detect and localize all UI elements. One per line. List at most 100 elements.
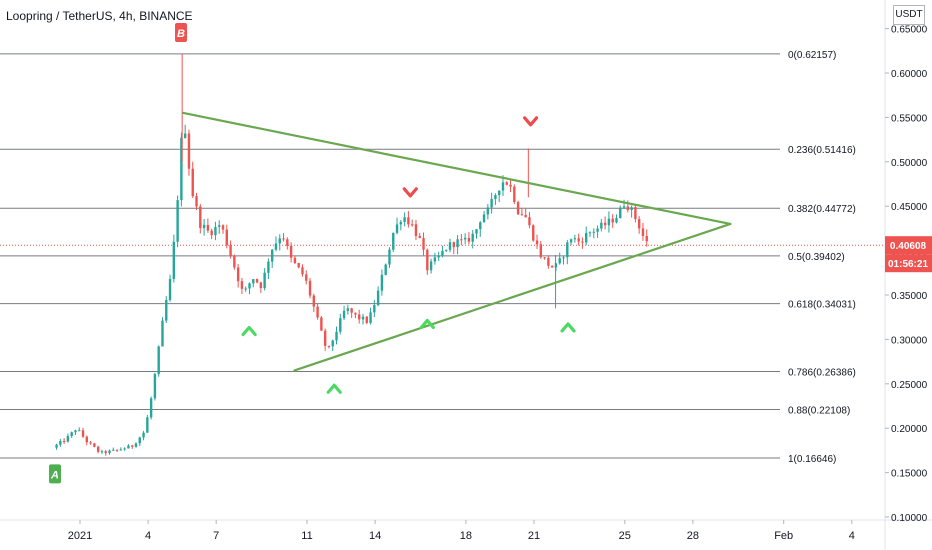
candles <box>55 53 648 456</box>
candle-body <box>569 239 573 243</box>
candle-body <box>407 217 410 225</box>
candle-body <box>263 272 266 289</box>
candle-body <box>78 430 81 432</box>
candle-body <box>573 238 577 240</box>
currency-unit-button[interactable]: USDT <box>893 5 925 25</box>
time-tick-label: 4 <box>849 530 855 542</box>
plot-background <box>0 0 885 520</box>
candle-body <box>93 443 96 447</box>
candle-body <box>539 244 543 258</box>
time-tick-label: 7 <box>213 530 219 542</box>
candle-body <box>100 451 104 453</box>
candle-body <box>358 314 361 320</box>
bar-countdown-label: 01:56:21 <box>888 259 928 270</box>
candle-body <box>607 218 611 226</box>
candle-body <box>301 267 304 275</box>
candle-body <box>187 133 191 169</box>
candle-body <box>395 224 399 233</box>
time-tick-label: 25 <box>619 530 631 542</box>
candle-body <box>210 230 213 236</box>
candle-body <box>66 436 70 442</box>
candle-body <box>85 436 89 443</box>
price-tick-label: 0.35000 <box>891 291 928 302</box>
price-tick-label: 0.30000 <box>891 335 928 346</box>
candle-body <box>323 330 327 346</box>
price-tick-label: 0.45000 <box>891 202 928 213</box>
price-tick-label: 0.10000 <box>891 513 928 524</box>
time-axis[interactable]: 2021 4 7 11 14 18 21 25 28 Feb 4 <box>68 520 855 542</box>
candle-body <box>547 257 550 266</box>
candle-body <box>637 219 641 229</box>
candle-body <box>410 224 414 226</box>
candle-body <box>297 263 300 268</box>
price-tick-label: 0.15000 <box>891 469 928 480</box>
candle-body <box>603 222 607 226</box>
candle-body <box>524 214 527 218</box>
candle-body <box>229 245 232 257</box>
candle-body <box>528 217 531 226</box>
price-tick-label: 0.65000 <box>891 25 928 36</box>
candle-body <box>445 249 448 251</box>
candle-body <box>308 280 312 296</box>
candle-body <box>403 217 406 222</box>
candle-body <box>482 214 486 223</box>
price-tick-label: 0.25000 <box>891 380 928 391</box>
candle-body <box>361 316 365 320</box>
price-tick-label: 0.50000 <box>891 158 928 169</box>
candle-body <box>426 249 429 271</box>
candle-body <box>183 133 187 138</box>
candle-body <box>278 238 281 244</box>
candle-body <box>581 241 584 243</box>
candle-body <box>622 206 626 208</box>
candle-body <box>577 238 580 242</box>
price-tick-label: 0.20000 <box>891 424 928 435</box>
candle-body <box>312 295 316 307</box>
current-price-badge <box>885 236 932 255</box>
candle-body <box>252 279 255 284</box>
candle-body <box>142 432 145 438</box>
candle-body <box>596 228 599 232</box>
candle-body <box>448 242 452 250</box>
candle-body <box>149 398 153 418</box>
candle-body <box>55 444 58 448</box>
candle-body <box>460 239 463 241</box>
candle-body <box>127 445 130 449</box>
candle-body <box>388 249 391 265</box>
candle-body <box>176 200 179 242</box>
candle-body <box>131 445 134 447</box>
swing-high-arrow-icon <box>402 187 418 198</box>
candle-body <box>380 274 384 291</box>
candle-body <box>566 242 569 258</box>
candle-body <box>513 186 516 203</box>
candle-body <box>236 267 240 282</box>
trendlines <box>182 111 732 372</box>
time-tick-label: 11 <box>301 530 312 542</box>
candle-body <box>259 282 263 289</box>
candle-body <box>626 206 630 211</box>
candle-body <box>270 249 274 262</box>
candle-body <box>286 239 289 246</box>
candle-body <box>562 257 565 259</box>
candle-body <box>475 229 478 234</box>
swing-arrows <box>241 116 576 394</box>
fib-level-label: 0.236(0.51416) <box>788 145 856 156</box>
candle-body <box>373 305 376 313</box>
chart-title: Loopring / TetherUS, 4h, BINANCE <box>6 9 193 23</box>
candle-body <box>138 437 141 444</box>
candle-body <box>331 340 334 347</box>
candle-body <box>418 235 421 239</box>
fib-level-label: 0(0.62157) <box>788 50 836 61</box>
fib-level-label: 0.618(0.34031) <box>788 300 856 311</box>
candle-body <box>342 310 346 319</box>
candle-body <box>320 317 323 331</box>
candle-body <box>471 233 474 242</box>
swing-high-arrow-icon <box>522 116 539 127</box>
candle-body <box>240 281 244 289</box>
candle-body <box>641 228 645 236</box>
candle-body <box>501 182 505 191</box>
time-tick-label: 2021 <box>68 530 92 542</box>
time-tick-label: Feb <box>774 530 793 542</box>
price-axis[interactable]: 0.10000 0.15000 0.20000 0.25000 0.30000 0.350… <box>885 25 928 524</box>
candle-body <box>112 449 115 451</box>
